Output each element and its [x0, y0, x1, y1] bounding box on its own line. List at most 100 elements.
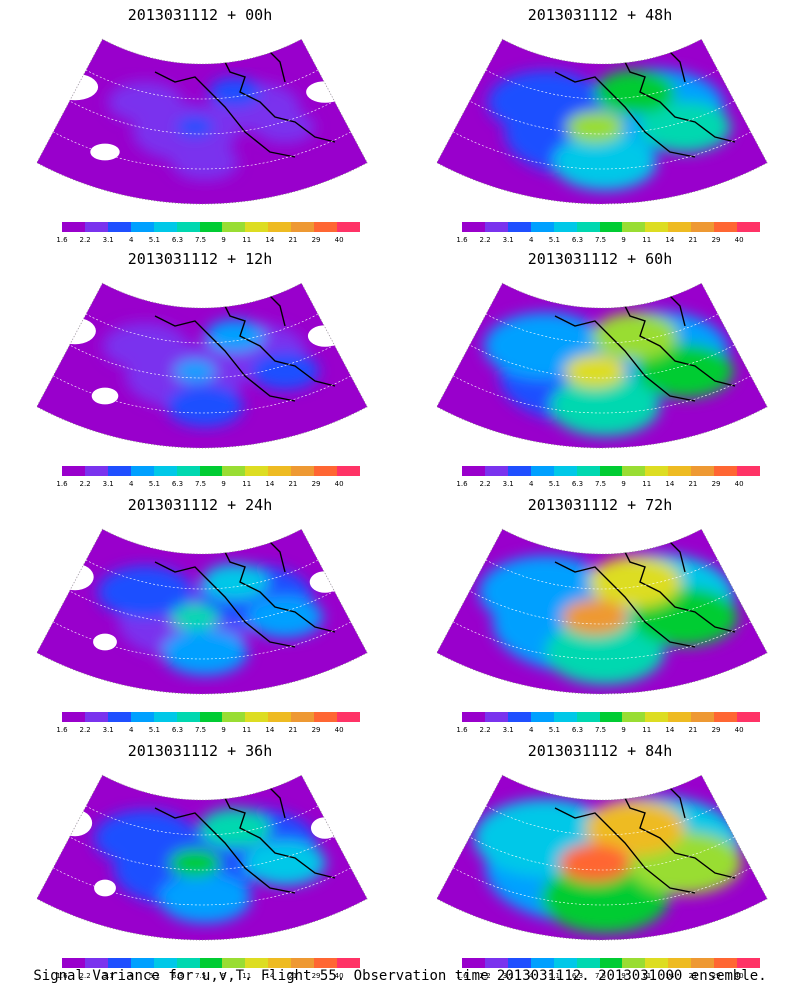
latitude-line [85, 559, 319, 590]
variance-blob [545, 619, 665, 685]
colorbar-segment [622, 466, 646, 476]
colorbar-segment [62, 466, 85, 476]
colorbar-segment [714, 222, 738, 232]
variance-blob [588, 556, 682, 608]
colorbar-segment [130, 958, 154, 968]
colorbar-segment [107, 712, 131, 722]
colorbar-segment [268, 712, 292, 722]
colorbar-segment [199, 958, 223, 968]
colorbar-tick-label: 5.1 [148, 726, 160, 734]
forecast-panel: 2013031112 + 72h 1.6 2.2 3.1 4 5.1 6.3 7.5 9 11 14… [400, 490, 800, 734]
colorbar-tick-label: 3.1 [102, 726, 114, 734]
variance-blob [107, 81, 183, 123]
map-boundary [436, 38, 768, 205]
colorbar-tick-label: 11 [242, 480, 252, 488]
colorbar-segment [576, 466, 600, 476]
no-data-region [90, 143, 120, 161]
variance-map [436, 774, 768, 941]
no-data-region [310, 817, 340, 839]
colorbar-tick-label: 14 [265, 236, 275, 244]
panel-title: 2013031112 + 48h [527, 6, 673, 24]
colorbar-tick-label: 14 [665, 972, 675, 980]
colorbar-segment [462, 712, 485, 722]
latitude-line [69, 100, 335, 135]
variance-blob [162, 628, 248, 676]
colorbar-segment [199, 712, 223, 722]
colorbar-segment [107, 222, 131, 232]
colorbar-tick-label: 1.6 [56, 972, 68, 980]
latitude-line [469, 590, 735, 625]
variance-blob [169, 848, 221, 878]
colorbar-segment [668, 712, 692, 722]
colorbar-tick-label: 7.5 [594, 236, 607, 244]
colorbar-tick-label: 4 [129, 972, 134, 980]
colorbar-segment [107, 958, 131, 968]
colorbar-tick-label: 1.6 [456, 972, 468, 980]
colorbar-tick-label: 21 [288, 726, 298, 734]
latitude-line [85, 805, 319, 836]
colorbar-segment [268, 222, 292, 232]
variance-blob [559, 843, 631, 883]
colorbar-segment [291, 222, 315, 232]
colorbar-segment [291, 958, 315, 968]
colorbar [462, 958, 760, 968]
colorbar-labels: 1.6 2.2 3.1 4 5.1 6.3 7.5 9 11 14 21 29 40 [450, 236, 770, 246]
colorbar-segment [62, 222, 85, 232]
colorbar-tick-label: 7.5 [194, 480, 207, 488]
panel-title: 2013031112 + 84h [527, 742, 673, 760]
variance-blob [244, 840, 326, 886]
colorbar-tick-label: 11 [242, 726, 252, 734]
colorbar-tick-label: 1.6 [456, 480, 468, 488]
latitude-line [85, 313, 319, 344]
colorbar-segment [622, 222, 646, 232]
colorbar-segment [153, 712, 177, 722]
colorbar-tick-label: 5.1 [148, 236, 160, 244]
variance-blob [173, 359, 217, 383]
latitude-line [485, 559, 719, 590]
colorbar-segment [507, 712, 531, 722]
colorbar-segment [337, 466, 360, 476]
colorbar-tick-label: 14 [665, 236, 675, 244]
colorbar-segment [84, 222, 108, 232]
colorbar-segment [691, 712, 715, 722]
colorbar-tick-label: 40 [334, 972, 344, 980]
colorbar-segment [507, 958, 531, 968]
colorbar-segment [462, 222, 485, 232]
no-data-region [309, 571, 341, 593]
colorbar [62, 712, 360, 722]
colorbar-labels: 1.6 2.2 3.1 4 5.1 6.3 7.5 9 11 14 21 29 40 [450, 972, 770, 982]
colorbar-segment [337, 958, 360, 968]
variance-blob [251, 352, 319, 390]
colorbar-segment [462, 958, 485, 968]
panel-title: 2013031112 + 12h [127, 250, 273, 268]
variance-blob [639, 101, 731, 153]
colorbar-segment [576, 222, 600, 232]
colorbar-tick-label: 1.6 [456, 236, 468, 244]
colorbar-segment [314, 712, 338, 722]
colorbar-tick-label: 6.3 [171, 480, 184, 488]
colorbar-segment [245, 222, 269, 232]
latitude-line [485, 805, 719, 836]
colorbar-segment [553, 712, 577, 722]
map-boundary [436, 774, 768, 941]
colorbar-segment [291, 466, 315, 476]
colorbar-tick-label: 7.5 [194, 726, 207, 734]
forecast-panel: 2013031112 + 60h 1.6 2.2 3.1 4 5.1 6.3 7.5 9 11 14… [400, 244, 800, 488]
colorbar-tick-label: 9 [221, 236, 226, 244]
colorbar-segment [314, 466, 338, 476]
colorbar-segment [599, 712, 623, 722]
colorbar-segment [130, 466, 154, 476]
panel-title: 2013031112 + 60h [527, 250, 673, 268]
colorbar-tick-label: 21 [288, 236, 298, 244]
colorbar-segment [737, 958, 760, 968]
latitude-line [453, 375, 751, 414]
colorbar-tick-label: 6.3 [171, 726, 184, 734]
colorbar-tick-label: 2.2 [79, 972, 91, 980]
map-boundary [36, 528, 368, 695]
forecast-panel: 2013031112 + 24h 1.6 2.2 3.1 4 5.1 6.3 7.5 9 11 14… [0, 490, 400, 734]
colorbar-segment [268, 958, 292, 968]
panel-title: 2013031112 + 00h [127, 6, 273, 24]
latitude-line [53, 621, 351, 660]
colorbar-tick-label: 14 [265, 480, 275, 488]
colorbar-tick-label: 11 [642, 972, 652, 980]
